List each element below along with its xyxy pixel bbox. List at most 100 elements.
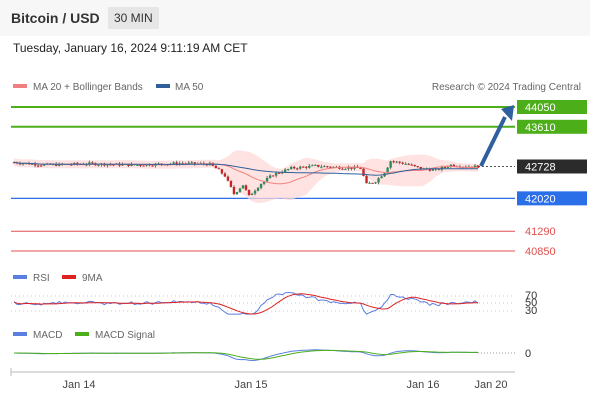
candle (416, 165, 419, 168)
candle (389, 160, 392, 170)
candle (106, 164, 109, 168)
macd-legend-swatch (13, 332, 27, 336)
candle (286, 168, 290, 171)
ma50-legend-swatch (156, 84, 170, 88)
candle (235, 191, 239, 196)
candle (353, 164, 356, 171)
current-price-tag (517, 159, 587, 174)
support-tag (517, 191, 587, 206)
timeframe-badge[interactable]: 30 MIN (108, 7, 159, 29)
forecast-arrow-head (501, 105, 514, 121)
candle (314, 164, 317, 166)
candle (244, 184, 248, 191)
candle (320, 164, 323, 169)
candle (341, 167, 344, 170)
forecast-arrow-shaft (479, 116, 507, 167)
candle (302, 165, 305, 168)
candle (473, 164, 477, 168)
candle (296, 167, 299, 171)
candle (232, 185, 236, 196)
candle (317, 164, 320, 168)
x-tick-label: Jan 16 (406, 379, 439, 391)
timestamp: Tuesday, January 16, 2024 9:11:19 AM CET (13, 41, 248, 55)
rsi-ma-line (13, 293, 479, 315)
top-bar (0, 0, 590, 36)
minor-level-label: 41290 (525, 226, 556, 238)
candle (223, 171, 227, 178)
rsi-legend-swatch (13, 275, 27, 279)
candle (217, 167, 221, 170)
candle (256, 186, 260, 192)
candle (311, 164, 314, 167)
candle (344, 168, 347, 170)
macd-legend-label: MACD (33, 330, 62, 341)
rsi-ma-legend-swatch (62, 275, 76, 279)
resistance-tag (517, 119, 587, 134)
candle (368, 181, 371, 184)
candle (265, 176, 269, 183)
ma50-line (13, 161, 478, 176)
candle (178, 161, 181, 166)
candle (253, 189, 257, 196)
candle (293, 165, 296, 170)
rsi-ma-legend-label: 9MA (82, 273, 103, 284)
candle (347, 165, 350, 171)
resistance-tag (517, 100, 587, 114)
candle (250, 192, 254, 196)
resistance-level-label: 43610 (525, 122, 556, 134)
ma50-legend-label: MA 50 (175, 82, 204, 93)
candle (220, 168, 224, 175)
macd-signal-line (14, 349, 478, 360)
candle (241, 185, 245, 189)
candle (407, 162, 410, 166)
rsi-tick-label: 50 (525, 297, 537, 309)
candle (410, 163, 413, 166)
candle (305, 166, 308, 170)
candle (247, 189, 251, 196)
macd-signal-legend-swatch (75, 332, 89, 336)
candle (271, 175, 275, 177)
candle (136, 164, 139, 166)
candle (374, 181, 377, 184)
candle (308, 163, 311, 169)
candle (326, 165, 329, 168)
candle (395, 160, 398, 164)
candle (39, 164, 43, 167)
candle (274, 171, 278, 178)
candle (229, 180, 233, 188)
rsi-tick-label: 70 (525, 290, 537, 302)
ma20-legend-swatch (13, 84, 27, 88)
candle (365, 174, 368, 184)
candle (398, 161, 401, 165)
candle (428, 167, 431, 172)
candle (214, 165, 218, 169)
candle (350, 167, 353, 171)
ma20-legend-label: MA 20 + Bollinger Bands (33, 82, 143, 93)
current-price-label: 42728 (525, 161, 556, 173)
candle (377, 177, 380, 185)
candle (392, 160, 395, 164)
candle (419, 166, 422, 171)
candle (36, 164, 40, 168)
candle (413, 164, 416, 167)
candle (33, 161, 37, 168)
rsi-tick-label: 30 (525, 305, 537, 317)
support-level-label: 42020 (525, 193, 556, 205)
macd-line (13, 349, 479, 362)
macd-tick-label: 0 (525, 348, 531, 360)
resistance-level-label: 44050 (525, 102, 556, 114)
x-tick-label: Jan 15 (234, 379, 267, 391)
candle (268, 173, 272, 179)
candle (88, 160, 91, 167)
x-tick-label: Jan 20 (474, 379, 507, 391)
rsi-legend-label: RSI (33, 273, 50, 284)
rsi-line (13, 291, 479, 315)
candle (289, 165, 293, 170)
minor-level-label: 40850 (525, 246, 556, 258)
x-tick-label: Jan 14 (62, 379, 95, 391)
candle (404, 162, 407, 165)
bollinger-band (14, 150, 478, 204)
candle (362, 167, 365, 177)
candle (226, 175, 230, 182)
